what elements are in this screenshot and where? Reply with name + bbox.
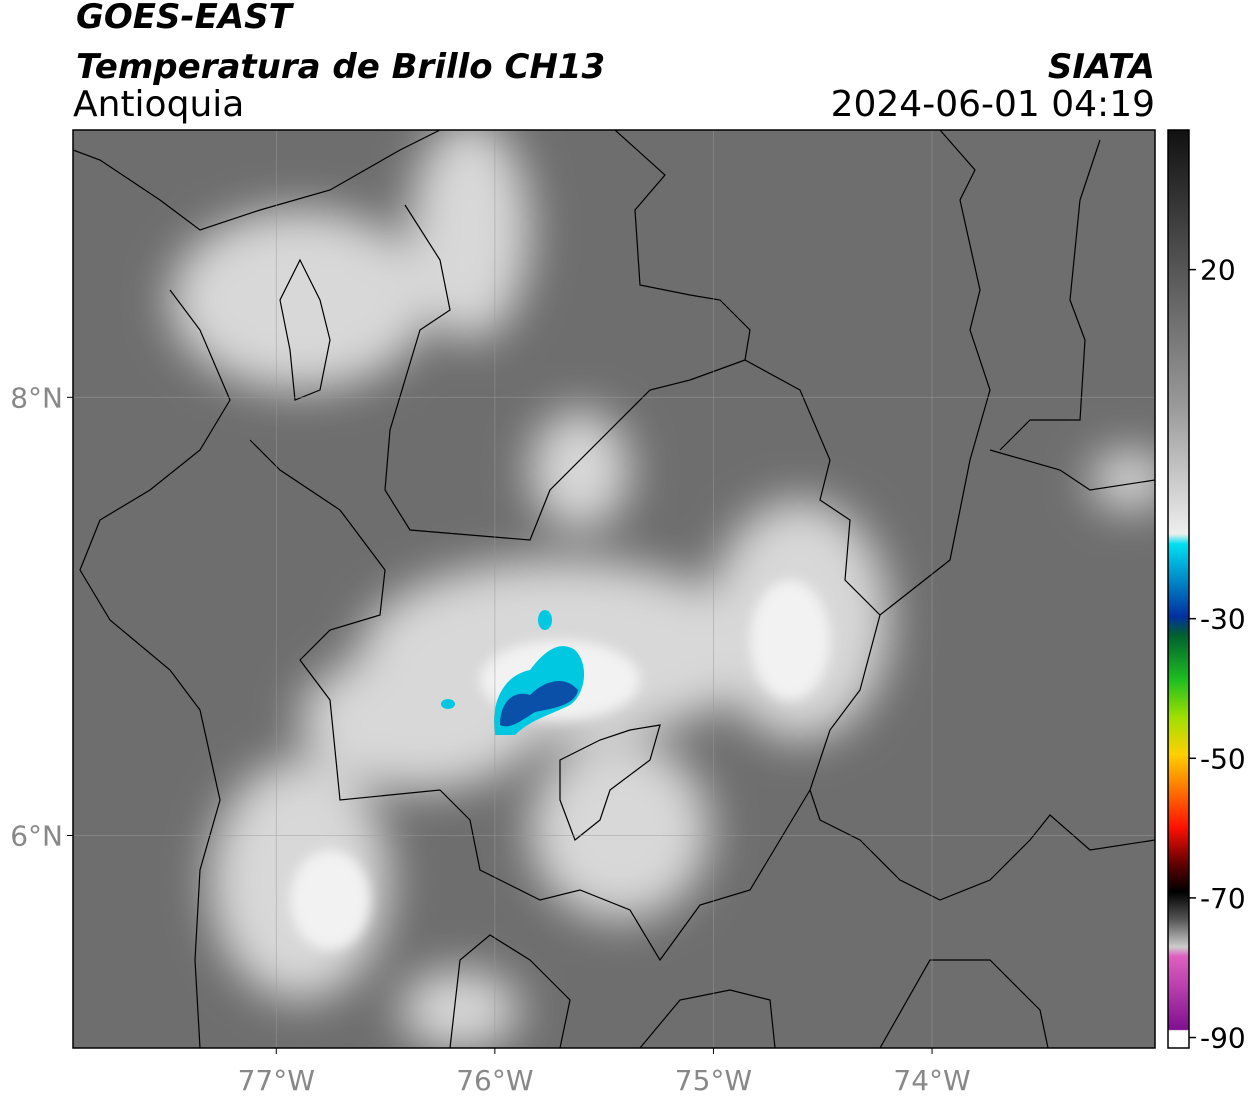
y-tick-label: 8°N xyxy=(10,381,63,414)
cold-cloud xyxy=(441,610,585,735)
map-image xyxy=(73,130,1155,1048)
colorbar-tick-label: -50 xyxy=(1200,742,1246,775)
colorbar-tick-label: 20 xyxy=(1200,254,1236,287)
x-tick-label: 75°W xyxy=(675,1064,752,1097)
source: SIATA xyxy=(1048,47,1155,87)
x-tick-label: 74°W xyxy=(893,1064,970,1097)
title: GOES-EAST xyxy=(76,0,295,37)
x-tick-label: 77°W xyxy=(238,1064,315,1097)
colorbar-tick-label: -30 xyxy=(1200,603,1246,636)
boundaries xyxy=(73,130,1155,1048)
x-tick-label: 76°W xyxy=(456,1064,533,1097)
colorbar xyxy=(1167,129,1190,1049)
region: Antioquia xyxy=(73,84,244,125)
grid xyxy=(73,130,1155,1048)
datetime: 2024-06-01 04:19 xyxy=(831,84,1155,125)
colorbar-tick-label: -70 xyxy=(1200,882,1246,915)
y-tick-label: 6°N xyxy=(10,819,63,852)
subtitle: Temperatura de Brillo CH13 xyxy=(76,47,605,87)
map-frame xyxy=(72,129,1156,1049)
colorbar-tick-label: -90 xyxy=(1200,1022,1246,1055)
